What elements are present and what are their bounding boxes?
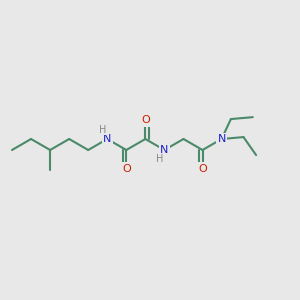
Text: N: N — [103, 134, 112, 144]
Text: N: N — [160, 145, 169, 155]
Text: N: N — [218, 134, 226, 144]
Text: O: O — [198, 164, 207, 174]
Text: O: O — [122, 164, 131, 174]
Text: H: H — [156, 154, 163, 164]
Text: H: H — [99, 125, 106, 135]
Text: O: O — [141, 115, 150, 125]
